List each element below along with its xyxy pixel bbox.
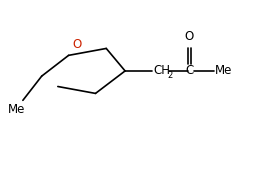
Text: O: O <box>72 38 81 51</box>
Text: 2: 2 <box>168 71 173 80</box>
Text: O: O <box>185 30 194 43</box>
Text: Me: Me <box>215 64 232 78</box>
Text: CH: CH <box>153 64 170 78</box>
Text: C: C <box>185 64 193 78</box>
Text: Me: Me <box>8 103 25 116</box>
